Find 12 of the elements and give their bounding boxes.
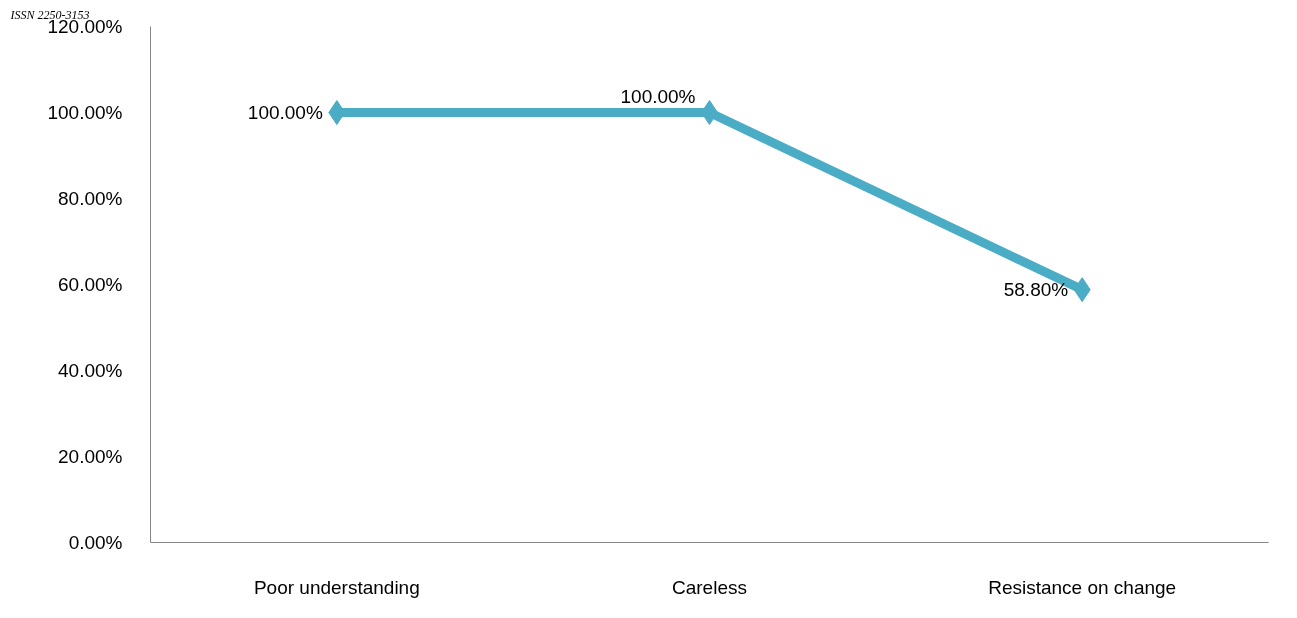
data-label: 100.00% [247, 102, 323, 123]
data-label: 58.80% [1003, 279, 1069, 301]
y-tick-label: 60.00% [58, 274, 123, 295]
x-tick-label: Poor understanding [253, 576, 420, 598]
x-tick-label: Resistance on change [988, 576, 1177, 598]
y-tick-label: 0.00% [68, 532, 123, 553]
y-tick-label: 40.00% [58, 360, 123, 381]
data-label: 100.00% [620, 86, 696, 107]
x-tick-label: Careless [672, 576, 747, 598]
y-tick-label: 100.00% [47, 102, 123, 123]
y-tick-label: 20.00% [58, 446, 123, 467]
y-tick-label: 80.00% [58, 188, 123, 209]
